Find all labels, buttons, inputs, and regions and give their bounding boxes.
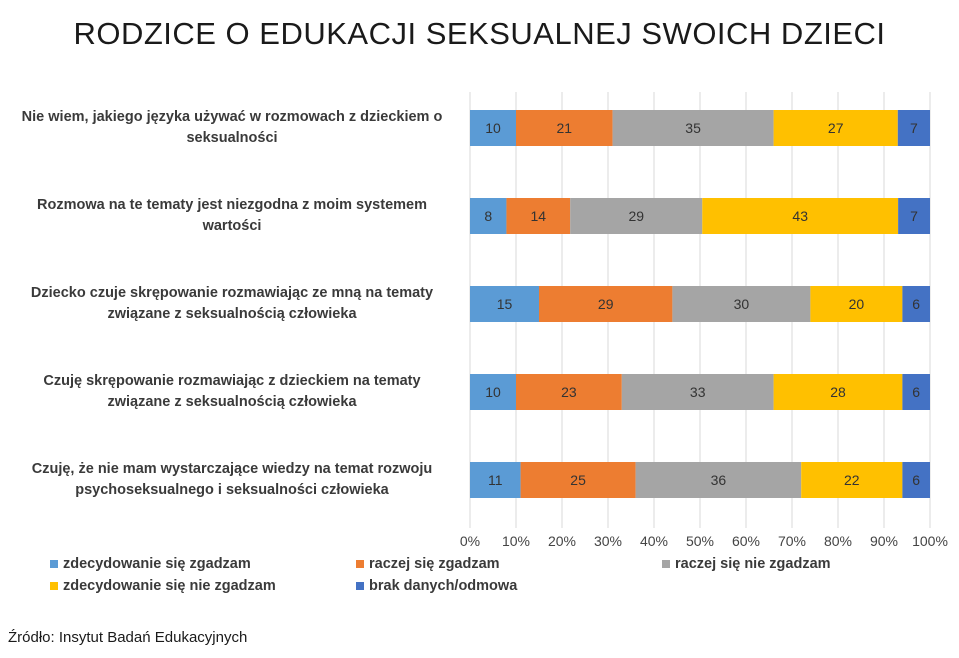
category-label: Rozmowa na te tematy jest niezgodna z mo… bbox=[37, 197, 427, 213]
bar-segment bbox=[470, 462, 521, 498]
x-tick-label: 50% bbox=[686, 533, 714, 549]
chart-title: RODZICE O EDUKACJI SEKSUALNEJ SWOICH DZI… bbox=[73, 16, 886, 51]
x-tick-label: 40% bbox=[640, 533, 668, 549]
legend-swatch bbox=[356, 560, 364, 568]
x-tick-label: 20% bbox=[548, 533, 576, 549]
bar-segment bbox=[516, 374, 622, 410]
bar-segment bbox=[570, 198, 703, 234]
bars: 10 21 35 27 7 8 14 29 43 7 15 29 30 20 6 10 23 33 28 6 11 25 3… bbox=[470, 110, 930, 498]
legend-swatch bbox=[662, 560, 670, 568]
x-tick-label: 10% bbox=[502, 533, 530, 549]
data-label: 10 bbox=[485, 384, 501, 400]
legend-item: zdecydowanie się zgadzam bbox=[50, 556, 251, 572]
bar-segment bbox=[612, 110, 774, 146]
x-tick-label: 90% bbox=[870, 533, 898, 549]
x-tick-label: 70% bbox=[778, 533, 806, 549]
bar-segment bbox=[702, 198, 899, 234]
data-label: 29 bbox=[628, 208, 644, 224]
data-label: 28 bbox=[830, 384, 846, 400]
legend-item: brak danych/odmowa bbox=[356, 578, 517, 594]
x-tick-label: 60% bbox=[732, 533, 760, 549]
data-label: 30 bbox=[734, 296, 750, 312]
data-label: 35 bbox=[685, 120, 701, 136]
bar-segment bbox=[520, 462, 636, 498]
legend: zdecydowanie się zgadzam raczej się zgadz… bbox=[50, 556, 950, 600]
category-label: Czuję, że nie mam wystarczające wiedzy n… bbox=[32, 461, 433, 477]
category-label: związane z seksualnością człowieka bbox=[107, 306, 357, 322]
category-labels: Nie wiem, jakiego języka używać w rozmow… bbox=[22, 109, 443, 498]
bar-segment bbox=[897, 110, 930, 146]
data-label: 27 bbox=[828, 120, 844, 136]
bar-segment bbox=[470, 286, 539, 322]
data-label: 25 bbox=[570, 472, 586, 488]
legend-label: zdecydowanie się zgadzam bbox=[63, 556, 251, 572]
data-label: 8 bbox=[484, 208, 492, 224]
legend-label: raczej się zgadzam bbox=[369, 556, 500, 572]
legend-item: raczej się zgadzam bbox=[356, 556, 500, 572]
legend-label: raczej się nie zgadzam bbox=[675, 556, 831, 572]
bar-segment bbox=[621, 374, 774, 410]
data-label: 33 bbox=[690, 384, 706, 400]
bar-segment bbox=[902, 286, 930, 322]
bar-segment bbox=[539, 286, 673, 322]
data-label: 11 bbox=[488, 472, 503, 488]
bar-segment bbox=[672, 286, 811, 322]
source-note: Źródło: Insytut Badań Edukacyjnych bbox=[8, 629, 248, 646]
legend-label: brak danych/odmowa bbox=[369, 578, 518, 594]
bar-segment bbox=[902, 374, 930, 410]
data-label: 14 bbox=[531, 208, 547, 224]
data-label: 29 bbox=[598, 296, 614, 312]
bar-segment bbox=[470, 374, 516, 410]
legend-item: zdecydowanie się nie zgadzam bbox=[50, 578, 276, 594]
data-label: 43 bbox=[792, 208, 808, 224]
x-axis-ticks: 0% 10% 20% 30% 40% 50% 60% 70% 80% 90% 100% bbox=[460, 533, 948, 549]
data-label: 6 bbox=[912, 472, 920, 488]
data-label: 23 bbox=[561, 384, 577, 400]
x-tick-label: 0% bbox=[460, 533, 480, 549]
data-label: 10 bbox=[485, 120, 501, 136]
x-tick-label: 30% bbox=[594, 533, 622, 549]
chart-plot: 10 21 35 27 7 8 14 29 43 7 15 29 30 20 6 10 23 33 28 6 11 25 3… bbox=[22, 92, 948, 549]
data-label: 22 bbox=[844, 472, 860, 488]
category-label: związane z seksualnością człowieka bbox=[107, 394, 357, 410]
category-label: Czuję skrępowanie rozmawiając z dzieckie… bbox=[43, 373, 420, 389]
category-label: psychoseksualnego i seksualności człowie… bbox=[75, 482, 389, 498]
legend-swatch bbox=[50, 560, 58, 568]
data-label: 6 bbox=[912, 296, 920, 312]
bar-segment bbox=[902, 462, 930, 498]
data-label: 7 bbox=[910, 120, 918, 136]
x-tick-label: 80% bbox=[824, 533, 852, 549]
x-tick-label: 100% bbox=[912, 533, 948, 549]
bar-segment bbox=[773, 110, 898, 146]
data-label: 21 bbox=[557, 120, 573, 136]
legend-item: raczej się nie zgadzam bbox=[662, 556, 831, 572]
bar-segment bbox=[801, 462, 903, 498]
bar-segment bbox=[635, 462, 802, 498]
legend-swatch bbox=[356, 582, 364, 590]
category-label: wartości bbox=[202, 218, 262, 234]
data-label: 6 bbox=[912, 384, 920, 400]
bar-segment bbox=[516, 110, 613, 146]
bar-segment bbox=[506, 198, 571, 234]
bar-segment bbox=[470, 198, 507, 234]
bar-segment bbox=[773, 374, 903, 410]
data-label: 15 bbox=[497, 296, 513, 312]
data-label: 36 bbox=[711, 472, 727, 488]
data-label: 20 bbox=[849, 296, 865, 312]
bar-segment bbox=[470, 110, 516, 146]
category-label: seksualności bbox=[186, 130, 277, 146]
legend-label: zdecydowanie się nie zgadzam bbox=[63, 578, 276, 594]
category-label: Dziecko czuje skrępowanie rozmawiając ze… bbox=[31, 285, 433, 301]
bar-segment bbox=[898, 198, 930, 234]
category-label: Nie wiem, jakiego języka używać w rozmow… bbox=[22, 109, 443, 125]
data-label: 7 bbox=[910, 208, 918, 224]
bar-segment bbox=[810, 286, 903, 322]
legend-swatch bbox=[50, 582, 58, 590]
